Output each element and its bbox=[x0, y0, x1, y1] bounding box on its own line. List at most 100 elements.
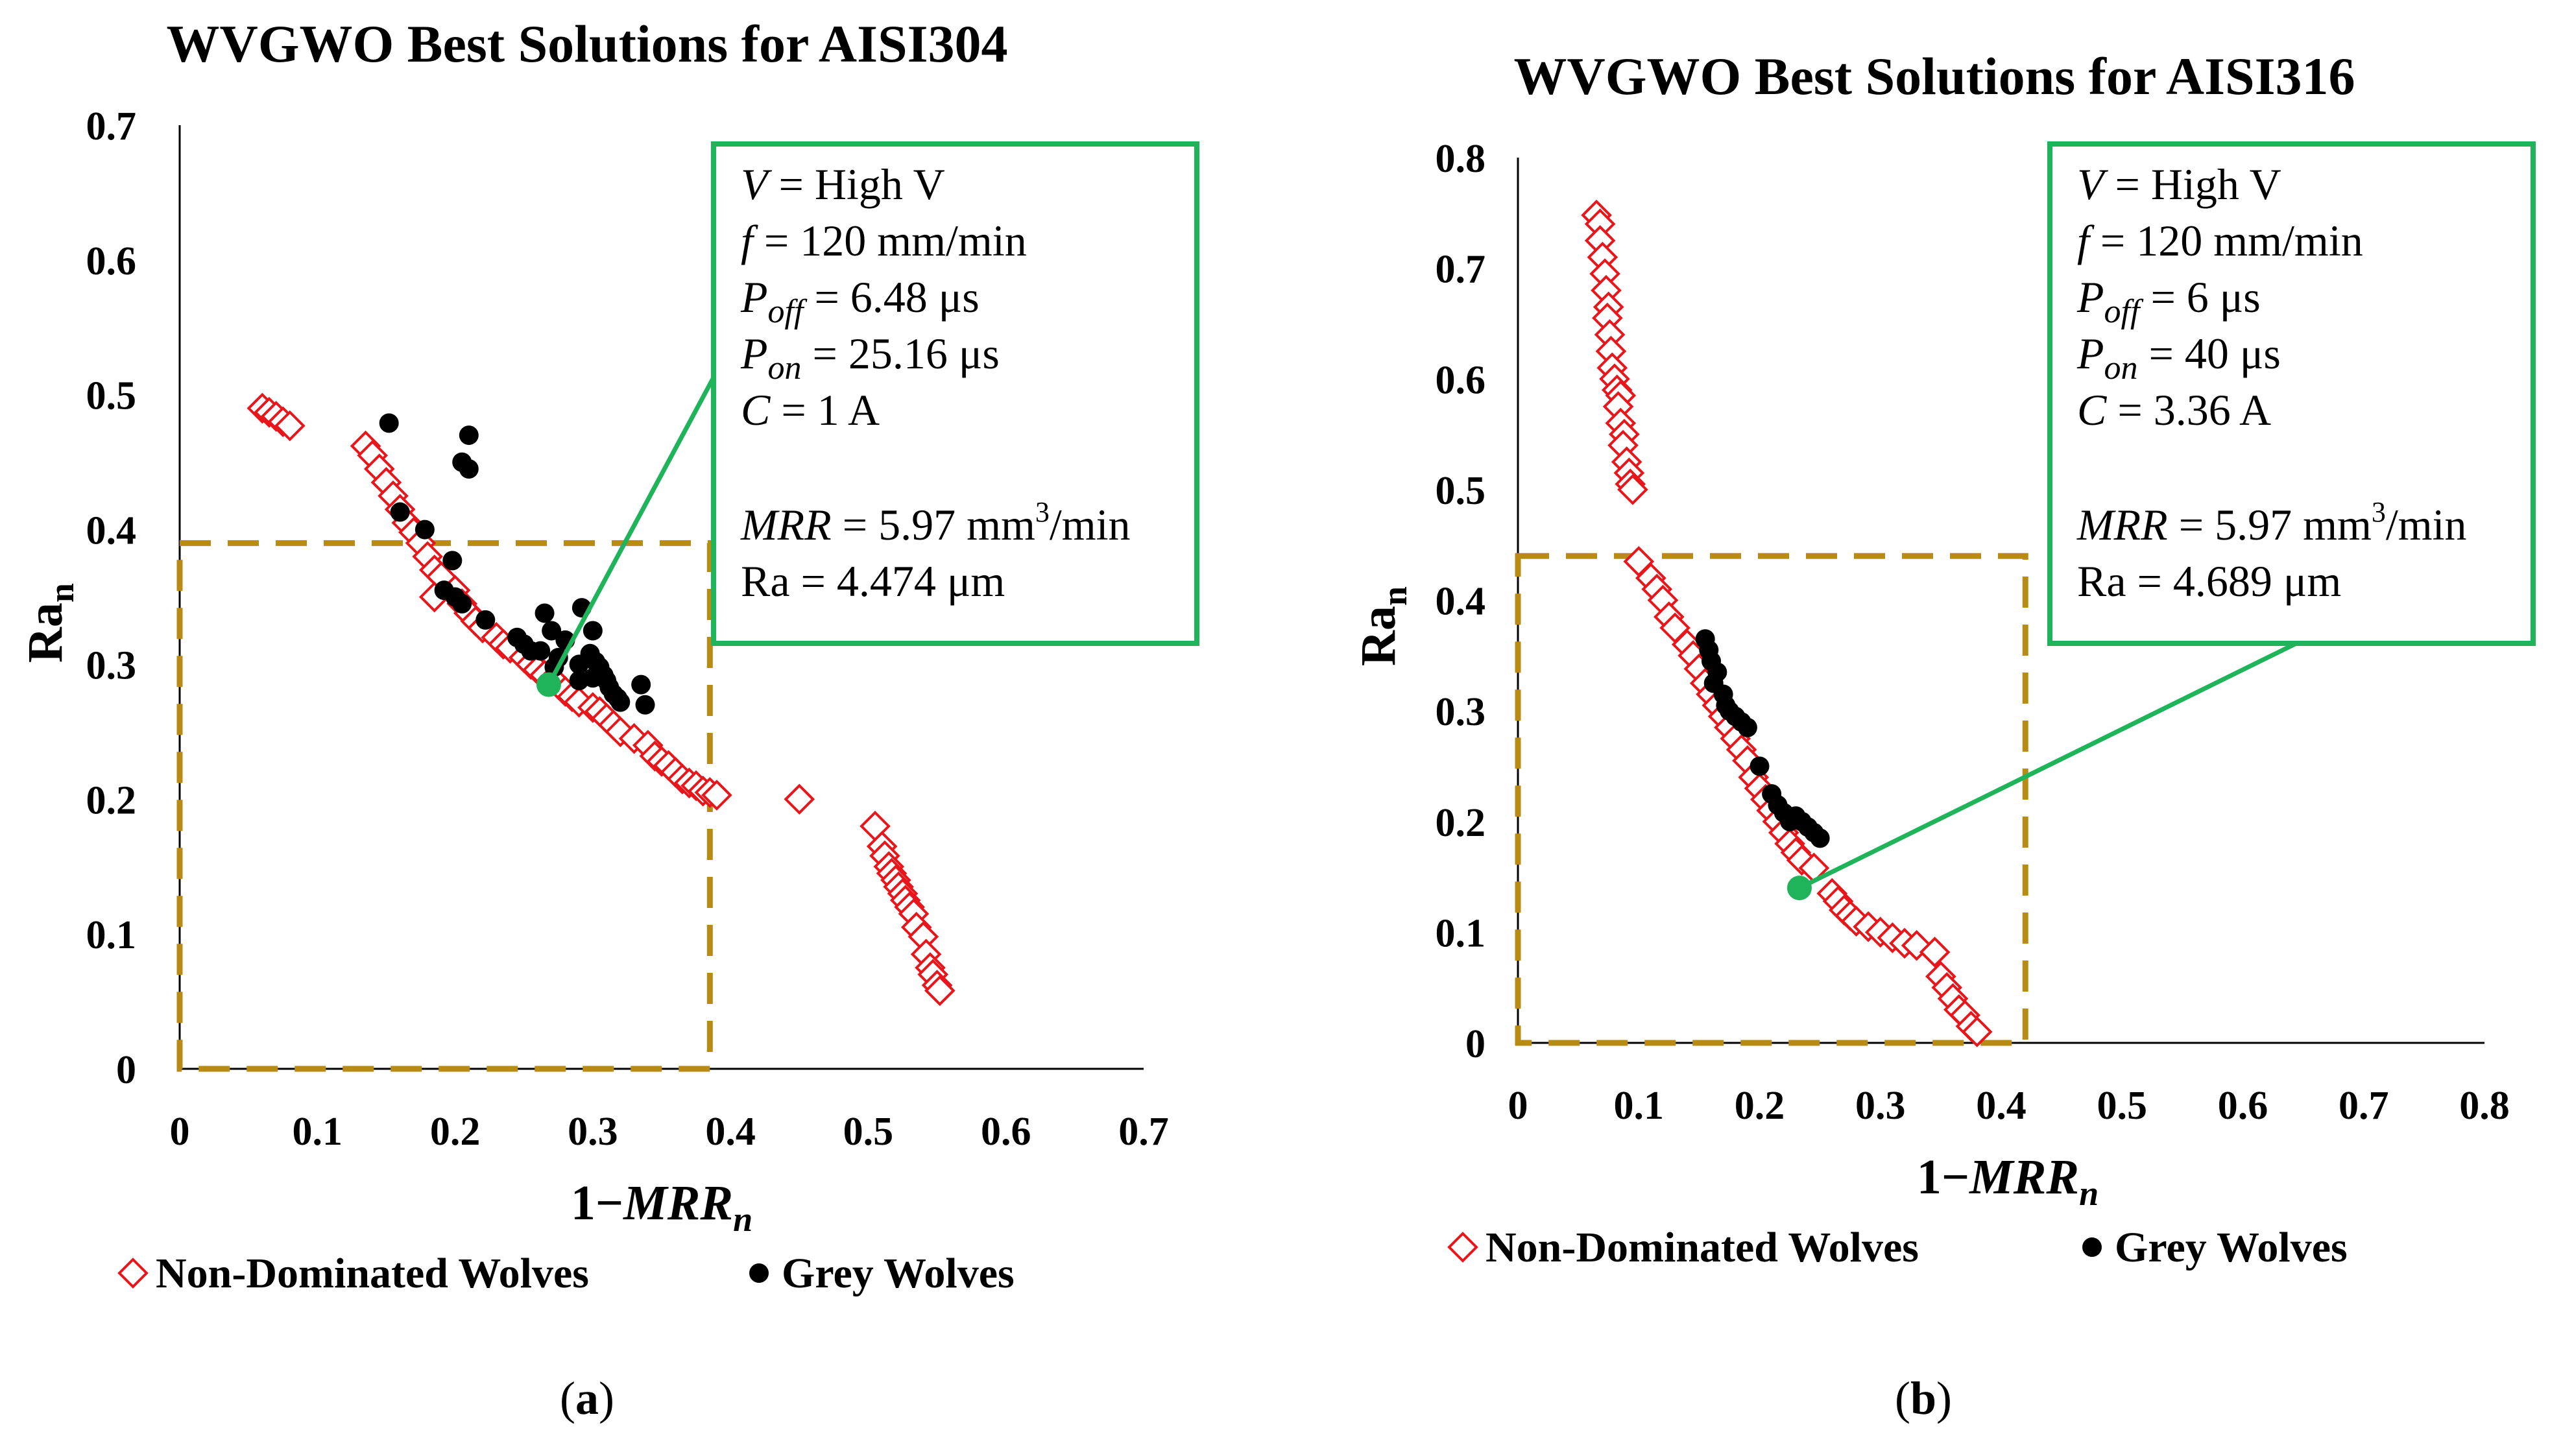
legend-grey-wolves-label: Grey Wolves bbox=[782, 1250, 1015, 1297]
grey-wolf-point bbox=[390, 502, 410, 522]
non-dominated-wolf-point bbox=[701, 780, 732, 811]
y-axis-label-sub: n bbox=[42, 583, 81, 603]
annotation-line: Pon = 40 μs bbox=[2076, 329, 2281, 387]
annotation-value: = 25.16 μs bbox=[802, 329, 1000, 378]
y-tick-label: 0.7 bbox=[86, 104, 137, 149]
annotation-sub: off bbox=[2104, 293, 2144, 330]
grey-wolf-point bbox=[569, 671, 589, 691]
x-tick-label: 0.8 bbox=[2459, 1084, 2510, 1128]
y-tick-label: 0.5 bbox=[1436, 469, 1486, 513]
panel-label: (a) bbox=[560, 1372, 614, 1424]
annotation-box bbox=[2047, 141, 2536, 646]
y-axis-label: Ran bbox=[1351, 586, 1414, 666]
annotation-value: = 120 mm/min bbox=[753, 216, 1027, 265]
annotation-var: C bbox=[741, 385, 771, 435]
grey-wolf-point bbox=[531, 641, 551, 661]
grey-wolf-point bbox=[610, 692, 631, 712]
chart-panel-b: WVGWO Best Solutions for AISI316 0 0.1 0.2 0… bbox=[1351, 47, 2536, 1424]
annotation-sub: off bbox=[768, 293, 808, 330]
x-tick-label: 0.4 bbox=[1976, 1084, 2027, 1128]
annotation-sub: on bbox=[768, 350, 802, 387]
annotation-value: = 40 μs bbox=[2138, 329, 2281, 378]
x-axis-label-prefix: 1− bbox=[1917, 1150, 1969, 1204]
x-tick-label: 0.4 bbox=[705, 1110, 756, 1154]
grey-wolf-point bbox=[1737, 717, 1757, 737]
annotation-leader-line bbox=[546, 376, 716, 686]
y-tick-label: 0.6 bbox=[1436, 358, 1486, 402]
annotation-leader-line bbox=[1798, 641, 2298, 890]
annotation-line: C = 3.36 A bbox=[2077, 385, 2271, 435]
x-axis-label-var: MRR bbox=[623, 1176, 733, 1230]
grey-wolf-point bbox=[1750, 756, 1770, 776]
annotation-line: Ra = 4.474 μm bbox=[741, 556, 1005, 606]
panel-paren-open: ( bbox=[1895, 1372, 1910, 1424]
grey-wolf-point bbox=[635, 695, 655, 715]
annotation-value: = 5.97 mm bbox=[2168, 500, 2372, 549]
legend-diamond-marker bbox=[1447, 1232, 1478, 1263]
annotation-line: Poff = 6.48 μs bbox=[740, 272, 980, 330]
y-axis-label-sub: n bbox=[1375, 586, 1414, 606]
annotation-var: P bbox=[2076, 272, 2104, 322]
annotation-value: = High V bbox=[768, 160, 945, 209]
annotation-unit: /min bbox=[2386, 500, 2467, 549]
legend-non-dominated-label: Non-Dominated Wolves bbox=[156, 1250, 589, 1297]
annotation-text: Ra = 4.689 μm bbox=[2077, 556, 2341, 606]
panel-paren-open: ( bbox=[560, 1372, 575, 1424]
annotation-sup: 3 bbox=[1035, 496, 1050, 528]
x-tick-label: 0.3 bbox=[568, 1110, 618, 1154]
y-tick-label: 0.1 bbox=[1436, 911, 1486, 955]
annotation-text: Ra = 4.474 μm bbox=[741, 556, 1005, 606]
x-tick-label: 0 bbox=[170, 1110, 190, 1154]
series-grey-wolves bbox=[379, 413, 655, 715]
annotation-line: MRR = 5.97 mm3/min bbox=[2076, 496, 2467, 549]
panel-paren-close: ) bbox=[1936, 1372, 1952, 1424]
annotation-line: MRR = 5.97 mm3/min bbox=[740, 496, 1131, 549]
grey-wolf-point bbox=[1810, 828, 1830, 848]
non-dominated-wolf-point bbox=[1919, 937, 1951, 968]
x-axis-label: 1−MRRn bbox=[571, 1176, 752, 1239]
non-dominated-wolf-point bbox=[1617, 474, 1648, 505]
x-axis-label-var: MRR bbox=[1969, 1150, 2079, 1204]
annotation-line: V = High V bbox=[741, 160, 945, 209]
legend-non-dominated-label: Non-Dominated Wolves bbox=[1485, 1224, 1919, 1271]
y-axis-label: Ran bbox=[18, 583, 81, 663]
annotation-line: Poff = 6 μs bbox=[2076, 272, 2261, 330]
non-dominated-wolf-point bbox=[784, 783, 815, 815]
annotation-var: MRR bbox=[2076, 500, 2168, 549]
legend-grey-wolves-label: Grey Wolves bbox=[2115, 1224, 2348, 1271]
annotation-var: V bbox=[741, 160, 773, 209]
annotation-line: f = 120 mm/min bbox=[741, 216, 1027, 265]
x-tick-label: 0.2 bbox=[1735, 1084, 1785, 1128]
x-tick-label: 0.6 bbox=[981, 1110, 1031, 1154]
legend-circle-marker bbox=[749, 1263, 769, 1283]
non-dominated-wolf-point bbox=[924, 975, 956, 1007]
annotation-value: = 120 mm/min bbox=[2089, 216, 2363, 265]
x-tick-label: 0.5 bbox=[2097, 1084, 2148, 1128]
annotation-line: Pon = 25.16 μs bbox=[740, 329, 1000, 387]
grey-wolf-point bbox=[452, 593, 472, 614]
legend-circle-marker bbox=[2082, 1237, 2102, 1257]
annotation-line: C = 1 A bbox=[741, 385, 880, 435]
x-axis-label: 1−MRRn bbox=[1917, 1150, 2099, 1213]
annotation-value: = 3.36 A bbox=[2106, 385, 2271, 435]
x-axis-label-sub: n bbox=[733, 1200, 752, 1239]
y-tick-label: 0.3 bbox=[1436, 690, 1486, 734]
grey-wolf-point bbox=[631, 674, 651, 695]
y-axis-label-var: Ra bbox=[1351, 606, 1406, 666]
annotation-sub: on bbox=[2104, 350, 2138, 387]
x-tick-label: 0 bbox=[1508, 1084, 1528, 1128]
y-tick-label: 0.2 bbox=[1436, 801, 1486, 845]
annotation-line: f = 120 mm/min bbox=[2077, 216, 2363, 265]
y-tick-label: 0 bbox=[1465, 1022, 1485, 1066]
x-axis-label-prefix: 1− bbox=[571, 1176, 623, 1230]
grey-wolf-point bbox=[459, 459, 479, 479]
grey-wolf-point bbox=[459, 425, 479, 446]
x-tick-label: 0.7 bbox=[1118, 1110, 1169, 1154]
dashed-highlight-box bbox=[1515, 553, 2028, 1046]
non-dominated-wolf-point bbox=[1961, 1016, 1993, 1047]
x-tick-label: 0.5 bbox=[843, 1110, 894, 1154]
y-tick-label: 0.1 bbox=[86, 913, 137, 957]
chart-title: WVGWO Best Solutions for AISI304 bbox=[166, 14, 1007, 73]
annotation-sup: 3 bbox=[2372, 496, 2386, 528]
